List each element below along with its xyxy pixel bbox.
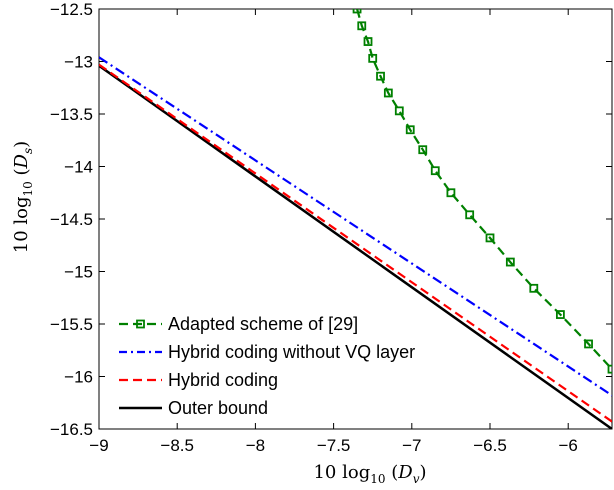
y-tick-label: −13.5 [50, 105, 93, 124]
y-tick-label: −15.5 [50, 315, 93, 334]
data-point [485, 233, 495, 243]
data-point [465, 210, 475, 220]
data-point [352, 9, 362, 14]
y-tick-label: −14.5 [50, 210, 93, 229]
data-point [405, 125, 415, 135]
series-outer-bound [99, 64, 612, 429]
x-tick-label: −7.5 [317, 436, 351, 455]
data-point [418, 145, 428, 155]
plot-area [98, 8, 613, 430]
legend-marker [136, 319, 145, 329]
x-tick-label: −8.5 [160, 436, 194, 455]
data-point [607, 364, 612, 374]
legend-label: Hybrid coding without VQ layer [168, 342, 415, 362]
data-point [529, 283, 539, 293]
y-tick-label: −16 [64, 368, 93, 387]
data-point [584, 339, 593, 349]
data-point [363, 37, 373, 46]
x-axis-label: 10 log10 (Dv) [313, 462, 426, 486]
data-point [505, 257, 515, 267]
y-tick-label: −16.5 [50, 420, 93, 439]
data-point [376, 71, 385, 81]
x-tick-label: −6 [559, 436, 578, 455]
data-point [394, 106, 404, 116]
data-point [383, 88, 393, 98]
series-line [99, 56, 612, 397]
legend-item: Hybrid coding without VQ layer [119, 342, 415, 362]
series-hybrid-coding-without-vq-layer [99, 56, 612, 397]
y-axis-label: 10 log10 (Ds) [11, 141, 35, 253]
y-tick-label: −12.5 [50, 0, 93, 19]
x-tick-label: −7 [402, 436, 421, 455]
axis-ticks [98, 8, 612, 430]
legend-item: Adapted scheme of [29] [119, 314, 358, 334]
series-line [99, 63, 612, 423]
legend: Adapted scheme of [29] Hybrid coding with… [119, 314, 415, 418]
y-tick-label: −15 [64, 263, 93, 282]
series-line [99, 64, 612, 429]
legend-label: Outer bound [168, 398, 268, 418]
y-tick-label: −14 [64, 158, 93, 177]
series-layer [99, 9, 612, 429]
legend-label: Hybrid coding [168, 370, 278, 390]
legend-item: Hybrid coding [119, 370, 278, 390]
legend-label: Adapted scheme of [29] [168, 314, 358, 334]
data-point [555, 310, 565, 319]
tick-labels: −9 −8.5 −8 −7.5 −7 −6.5 −6 −12.5 −13 −13.5 −14 −14.… [50, 0, 578, 455]
x-tick-label: −8 [246, 436, 265, 455]
data-point [357, 21, 367, 31]
series-hybrid-coding [99, 63, 612, 423]
data-point [446, 188, 456, 198]
data-point [430, 166, 440, 176]
x-tick-label: −9 [89, 436, 108, 455]
y-tick-label: −13 [64, 53, 93, 72]
series-adapted-scheme-of-29 [352, 9, 612, 374]
data-point [368, 53, 378, 63]
x-tick-label: −6.5 [473, 436, 507, 455]
legend-item: Outer bound [119, 398, 268, 418]
